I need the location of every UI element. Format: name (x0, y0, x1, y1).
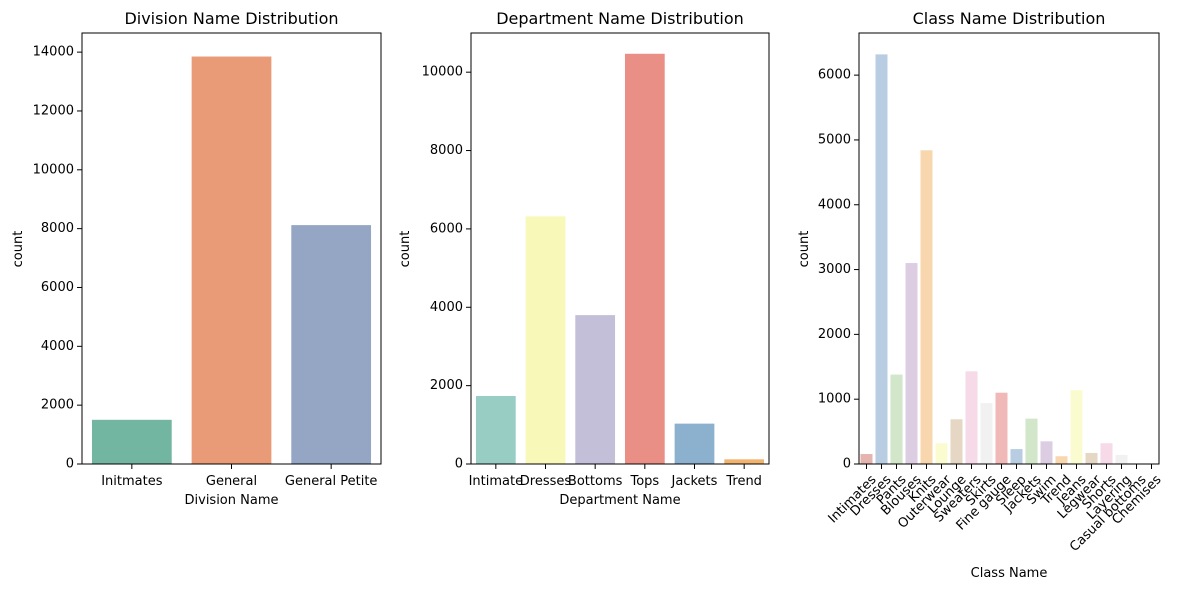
division-plot-frame (81, 32, 382, 465)
division-x-tick-label: General Petite (285, 474, 378, 489)
department-x-tick-label: Bottoms (568, 474, 623, 489)
department-y-tick-label: 8000 (430, 143, 463, 158)
class-bar (905, 263, 918, 464)
department-bar (674, 423, 715, 464)
department-bar (575, 315, 616, 464)
division-bars (91, 56, 372, 464)
division-y-tick-label: 0 (66, 457, 74, 472)
division-y-axis-label: count (11, 231, 26, 268)
class-bar (950, 419, 963, 464)
department-bar (624, 53, 665, 465)
division-y-tick-label: 10000 (33, 162, 74, 177)
department-x-tick-label: Trend (725, 474, 762, 489)
department-bar (525, 216, 566, 464)
division-x-tick-label: General (206, 474, 257, 489)
class-bar (995, 392, 1008, 464)
department-y-ticks: 0 2000 4000 6000 8000 10000 (422, 65, 471, 472)
class-plot-frame (858, 32, 1160, 465)
division-y-tick-label: 4000 (41, 339, 74, 354)
department-y-axis-label: count (398, 231, 413, 268)
class-chart-title: Class Name Distribution (913, 9, 1106, 28)
class-y-axis-label: count (797, 231, 812, 268)
division-x-axis-label: Division Name (185, 493, 279, 508)
class-bar (1100, 443, 1113, 464)
class-bar (860, 454, 873, 464)
department-x-tick-label: Tops (629, 474, 659, 489)
department-y-tick-label: 10000 (422, 65, 463, 80)
division-bar (191, 56, 272, 464)
department-x-tick-label: Intimate (469, 474, 524, 489)
department-plot-frame (470, 32, 770, 465)
division-x-ticks: Initmates General General Petite (101, 464, 377, 489)
class-bar (965, 371, 978, 464)
class-bar (920, 150, 933, 464)
department-x-axis-label: Department Name (559, 493, 680, 508)
department-x-tick-label: Jackets (671, 474, 718, 489)
class-bar (1055, 456, 1068, 464)
class-y-tick-label: 1000 (818, 392, 851, 407)
department-y-tick-label: 4000 (430, 300, 463, 315)
division-bar (291, 225, 372, 464)
department-y-tick-label: 0 (455, 457, 463, 472)
class-bar (1085, 452, 1098, 464)
department-chart: Department Name Distribution Department … (398, 9, 770, 508)
division-y-tick-label: 8000 (41, 221, 74, 236)
division-y-tick-label: 14000 (33, 45, 74, 60)
class-y-tick-label: 2000 (818, 327, 851, 342)
division-bar (91, 419, 172, 464)
department-chart-title: Department Name Distribution (496, 9, 744, 28)
department-bar (724, 459, 765, 464)
class-y-tick-label: 0 (843, 457, 851, 472)
class-bar (1115, 454, 1128, 464)
division-y-tick-label: 12000 (33, 103, 74, 118)
class-bar (875, 54, 888, 464)
class-bar (1010, 449, 1023, 464)
division-y-ticks: 0 2000 4000 6000 8000 10000 12000 14000 (33, 45, 82, 472)
department-bar (475, 396, 516, 464)
division-y-tick-label: 6000 (41, 280, 74, 295)
class-x-axis-label: Class Name (971, 566, 1048, 581)
class-y-tick-label: 5000 (818, 132, 851, 147)
class-y-tick-label: 4000 (818, 197, 851, 212)
class-bar (980, 403, 993, 464)
division-x-tick-label: Initmates (101, 474, 163, 489)
class-y-tick-label: 3000 (818, 262, 851, 277)
department-x-tick-label: Dresses (520, 474, 572, 489)
class-bar (935, 443, 948, 464)
class-bar (1040, 441, 1053, 464)
class-bar (1070, 390, 1083, 464)
department-y-tick-label: 6000 (430, 221, 463, 236)
class-y-tick-label: 6000 (818, 68, 851, 83)
department-bars (475, 53, 765, 465)
class-bar (1025, 418, 1038, 464)
class-bar (890, 374, 903, 464)
department-y-tick-label: 2000 (430, 378, 463, 393)
division-y-tick-label: 2000 (41, 398, 74, 413)
division-chart-title: Division Name Distribution (124, 9, 338, 28)
class-bars (860, 54, 1158, 464)
class-y-ticks: 0 1000 2000 3000 4000 5000 6000 (818, 68, 859, 472)
division-chart: Division Name Distribution Division Name… (11, 9, 382, 508)
